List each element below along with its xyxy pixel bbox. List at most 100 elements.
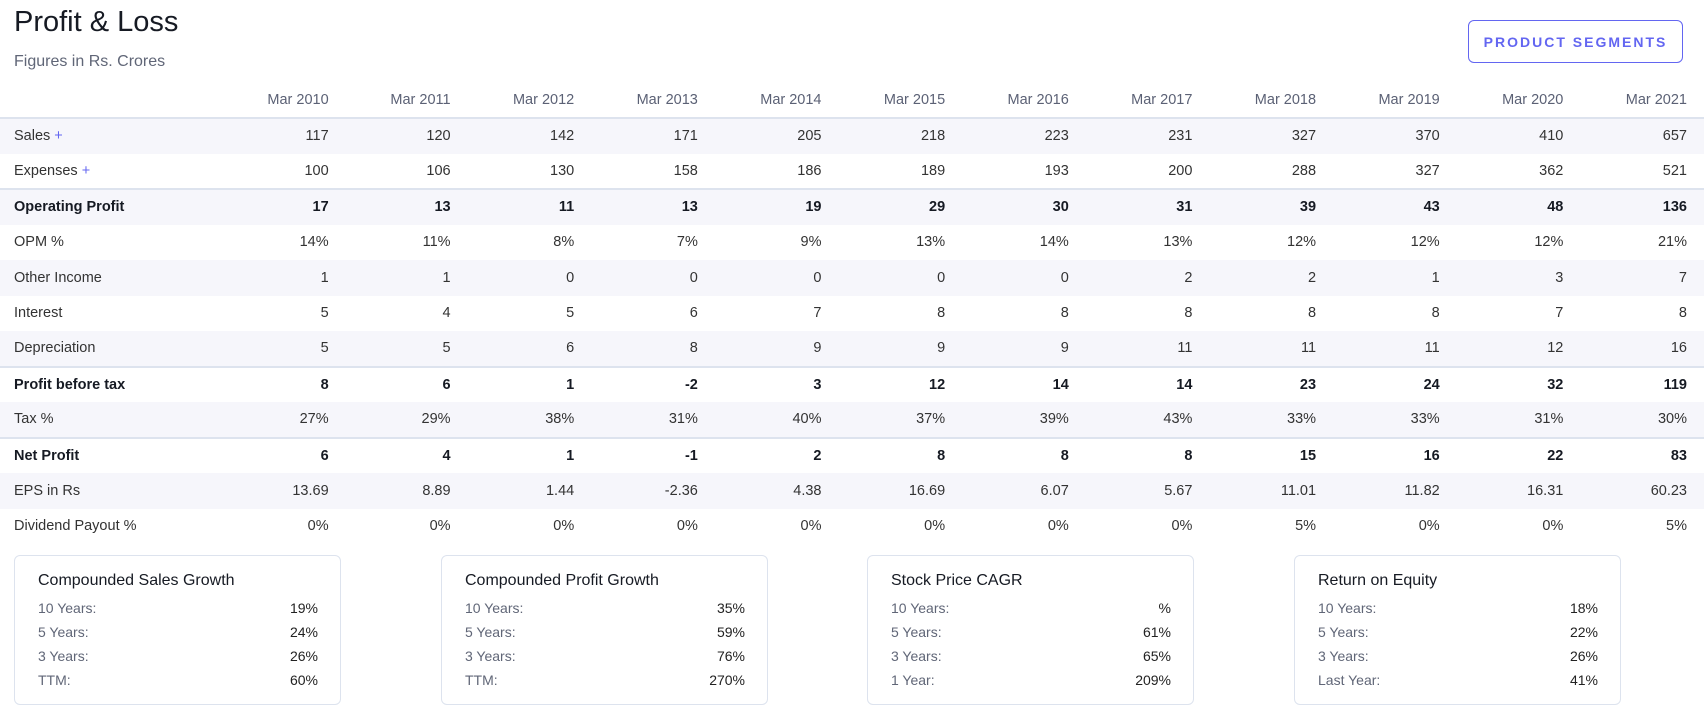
column-header: Mar 2021 bbox=[1580, 82, 1704, 119]
value-cell: 1 bbox=[345, 260, 468, 296]
card-row-value: 18% bbox=[1569, 600, 1598, 616]
value-cell: 3 bbox=[1456, 260, 1581, 296]
header-label-cell bbox=[0, 82, 222, 119]
column-header: Mar 2017 bbox=[1085, 82, 1210, 119]
card-row-label: 3 Years: bbox=[1318, 648, 1369, 664]
table-row[interactable]: Expenses +100 106 130 158 186 189 193 200 288 327 3… bbox=[0, 154, 1704, 190]
value-cell: 0% bbox=[553, 518, 575, 535]
value-cell: 0% bbox=[307, 518, 329, 535]
value-cell: 33% bbox=[1209, 402, 1334, 438]
card-row-label: 3 Years: bbox=[891, 648, 942, 664]
card-row-label: 5 Years: bbox=[891, 624, 942, 640]
value-cell: 11 bbox=[1333, 331, 1457, 367]
value-cell: 8 bbox=[1431, 305, 1440, 322]
ratio-card: Compounded Profit Growth 10 Years: 35% 5 Ye… bbox=[441, 555, 768, 705]
column-header: Mar 2018 bbox=[1209, 82, 1334, 119]
value-cell: 7% bbox=[676, 234, 698, 251]
expand-plus-icon[interactable]: + bbox=[81, 162, 91, 179]
value-cell: 5 bbox=[566, 305, 575, 322]
value-cell: 11.82 bbox=[1333, 473, 1457, 509]
expand-plus-icon[interactable]: + bbox=[54, 128, 63, 145]
value-cell: 17 bbox=[222, 188, 346, 225]
product-segments-button[interactable]: PRODUCT SEGMENTS bbox=[1468, 20, 1683, 63]
card-row-label: 5 Years: bbox=[38, 624, 89, 640]
card-row-label: 10 Years: bbox=[38, 600, 97, 616]
value-cell: 16.31 bbox=[1456, 473, 1581, 509]
value-cell: 130 bbox=[550, 162, 575, 179]
table-row: Operating Profit 17 13 11 13 19 29 30 31 39 43 48 13… bbox=[0, 188, 1704, 225]
value-cell: 5.67 bbox=[1085, 473, 1210, 509]
value-cell: 6 bbox=[345, 365, 468, 402]
value-cell: 0 bbox=[591, 260, 715, 296]
table-row: Other Income 1 1 0 0 0 0 0 2 2 1 3 7 bbox=[0, 260, 1704, 296]
card-row-label: Last Year: bbox=[1318, 672, 1381, 688]
value-cell: 24 bbox=[1333, 365, 1457, 402]
column-header: Mar 2020 bbox=[1456, 82, 1581, 119]
value-cell: 0 bbox=[467, 260, 592, 296]
value-cell: 30 bbox=[962, 188, 1086, 225]
row-label: Interest bbox=[14, 305, 63, 322]
value-cell: 37% bbox=[838, 402, 963, 438]
value-cell: 136 bbox=[1580, 188, 1704, 225]
card-row-value: 19% bbox=[289, 600, 318, 616]
value-cell: 0% bbox=[1047, 518, 1069, 535]
value-cell: 29% bbox=[345, 402, 468, 438]
value-cell: 21% bbox=[1657, 234, 1687, 251]
value-cell: 0 bbox=[714, 260, 839, 296]
value-cell: 11 bbox=[467, 188, 592, 225]
value-cell: 38% bbox=[467, 402, 592, 438]
row-label-cell[interactable]: Expenses + bbox=[0, 154, 222, 190]
value-cell: 0% bbox=[429, 518, 451, 535]
value-cell: 3 bbox=[714, 365, 839, 402]
value-cell: 1 bbox=[222, 260, 346, 296]
card-row-label: 10 Years: bbox=[1318, 600, 1377, 616]
card-row-value: % bbox=[1158, 600, 1171, 616]
value-cell: 0% bbox=[924, 518, 946, 535]
value-cell: 158 bbox=[673, 162, 698, 179]
value-cell: 12 bbox=[1456, 331, 1581, 367]
value-cell: 7 bbox=[813, 305, 822, 322]
table-row[interactable]: Sales +117 120 142 171 205 218 223 231 327 370 410 6… bbox=[0, 118, 1704, 154]
card-title: Compounded Profit Growth bbox=[465, 572, 659, 589]
value-cell: 1 bbox=[1333, 260, 1457, 296]
value-cell: 8 bbox=[1060, 305, 1069, 322]
card-row-value: 209% bbox=[1135, 672, 1171, 688]
value-cell: 327 bbox=[1415, 162, 1440, 179]
value-cell: 521 bbox=[1662, 162, 1687, 179]
value-cell: 5 bbox=[345, 331, 468, 367]
value-cell: 43% bbox=[1085, 402, 1210, 438]
row-label-cell[interactable]: Sales + bbox=[0, 118, 222, 154]
card-row-value: 59% bbox=[716, 624, 745, 640]
value-cell: 106 bbox=[426, 162, 451, 179]
value-cell: 16 bbox=[1580, 331, 1704, 367]
row-label-cell: Interest bbox=[0, 296, 222, 332]
value-cell: 4.38 bbox=[714, 473, 839, 509]
row-label: Profit before tax bbox=[14, 376, 126, 393]
table-row: Depreciation 5 5 6 8 9 9 9 11 11 11 12 16 bbox=[0, 331, 1704, 367]
value-cell: 33% bbox=[1333, 402, 1457, 438]
card-row: 5 Years: 61% bbox=[891, 620, 1171, 644]
value-cell: 0% bbox=[800, 518, 822, 535]
value-cell: 23 bbox=[1209, 365, 1334, 402]
column-header: Mar 2012 bbox=[467, 82, 592, 119]
card-row-label: 10 Years: bbox=[465, 600, 524, 616]
value-cell: 31% bbox=[1456, 402, 1581, 438]
value-cell: 100 bbox=[304, 162, 329, 179]
value-cell: 0 bbox=[838, 260, 963, 296]
value-cell: -2.36 bbox=[591, 473, 715, 509]
card-row-value: 22% bbox=[1569, 624, 1598, 640]
row-label: Depreciation bbox=[14, 340, 96, 357]
card-row-value: 76% bbox=[716, 648, 745, 664]
value-cell: 60.23 bbox=[1580, 473, 1704, 509]
value-cell: 11% bbox=[422, 234, 451, 251]
value-cell: 9 bbox=[714, 331, 839, 367]
value-cell: 13 bbox=[591, 188, 715, 225]
value-cell: 119 bbox=[1580, 365, 1704, 402]
card-row: 3 Years: 26% bbox=[1318, 644, 1598, 668]
table-row: Interest 5 4 5 6 7 8 8 8 8 8 7 8 bbox=[0, 296, 1704, 332]
column-header: Mar 2010 bbox=[222, 82, 346, 119]
row-label: Dividend Payout % bbox=[14, 518, 137, 535]
card-row: 3 Years: 26% bbox=[38, 644, 318, 668]
row-label: Operating Profit bbox=[14, 199, 125, 216]
card-row-value: 26% bbox=[289, 648, 318, 664]
